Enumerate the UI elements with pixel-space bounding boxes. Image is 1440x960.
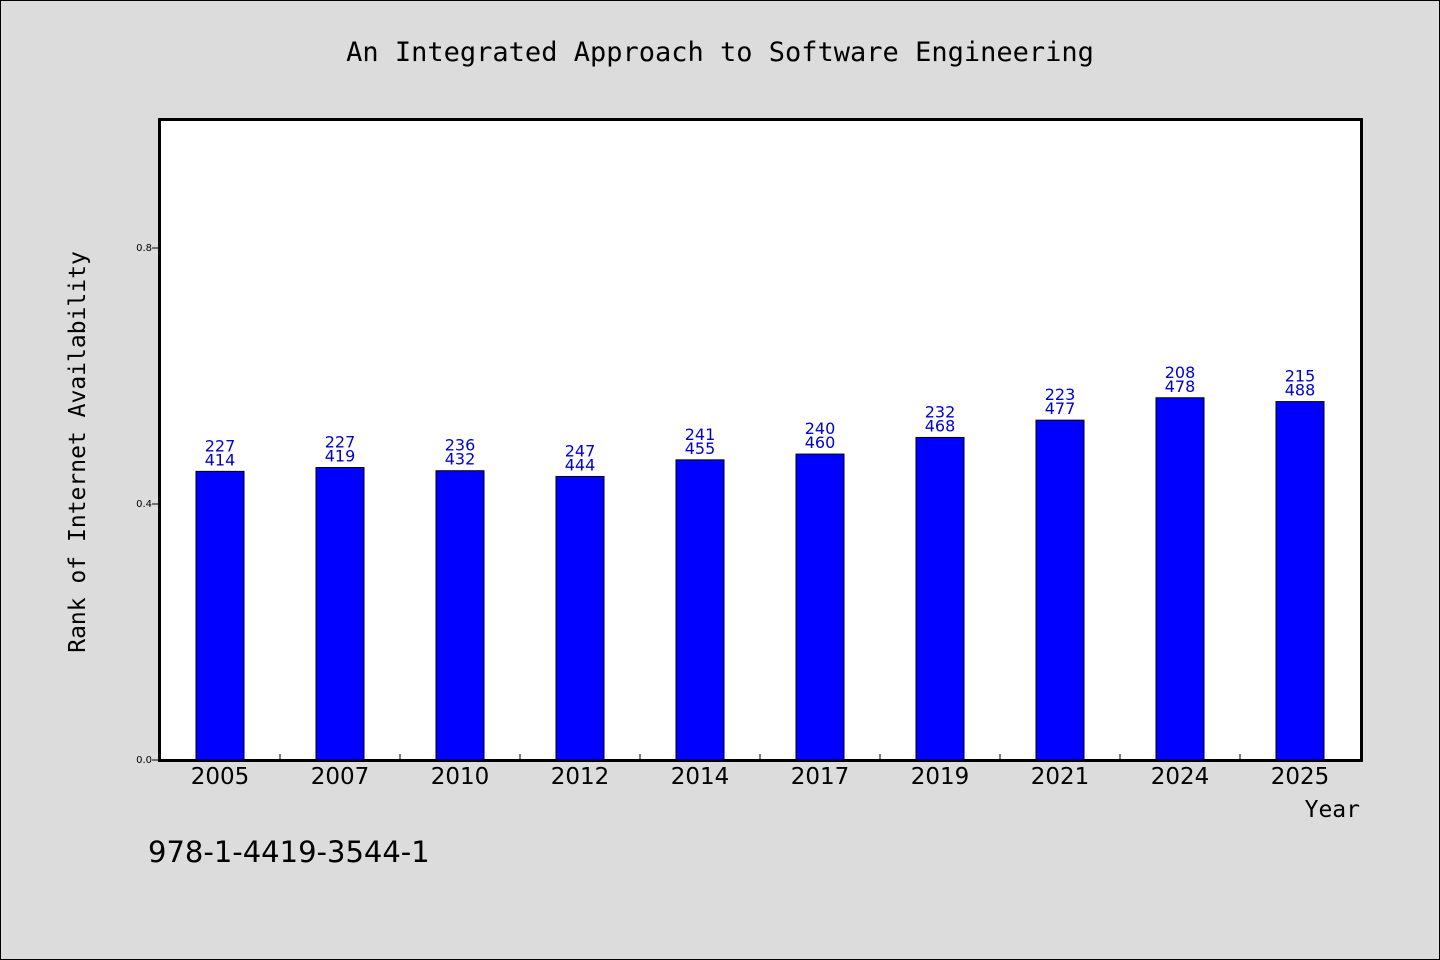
x-tick-label: 2012 xyxy=(551,764,610,790)
bar xyxy=(315,467,365,761)
bar-label-top: 240 xyxy=(805,419,836,438)
bar xyxy=(1155,397,1205,761)
bar xyxy=(915,436,965,761)
x-tick-label: 2005 xyxy=(191,764,250,790)
x-tick-label: 2014 xyxy=(671,764,730,790)
bar xyxy=(795,453,845,761)
bar-label-bottom: 419 xyxy=(325,447,356,466)
y-tick-label: 0.8 xyxy=(136,243,152,254)
bar-label-bottom: 468 xyxy=(925,416,956,435)
bar-label-top: 208 xyxy=(1165,363,1196,382)
bar-label-bottom: 478 xyxy=(1165,377,1196,396)
bar-label-top: 223 xyxy=(1045,385,1076,404)
x-axis-label: Year xyxy=(1305,797,1360,823)
x-axis: 2005 2007 2010 2012 2014 2017 2019 2021 2024 2025 xyxy=(191,754,1330,790)
bar-label-bottom: 477 xyxy=(1045,399,1076,418)
bar-label-bottom: 488 xyxy=(1285,381,1316,400)
bar-label-top: 236 xyxy=(445,436,476,455)
bar xyxy=(1035,419,1085,761)
bar-label-top: 215 xyxy=(1285,367,1316,386)
x-tick-label: 2025 xyxy=(1271,764,1330,790)
bar-label-top: 241 xyxy=(685,425,716,444)
bar xyxy=(435,470,485,761)
x-tick-label: 2024 xyxy=(1151,764,1210,790)
bar-label-top: 227 xyxy=(205,436,236,455)
x-tick-label: 2010 xyxy=(431,764,490,790)
x-tick-label: 2021 xyxy=(1031,764,1090,790)
bar xyxy=(1275,401,1325,761)
bar-label-bottom: 432 xyxy=(445,450,476,469)
bar-label-top: 232 xyxy=(925,402,956,421)
x-tick-label: 2017 xyxy=(791,764,850,790)
chart-title: An Integrated Approach to Software Engin… xyxy=(346,37,1094,68)
x-tick-label: 2019 xyxy=(911,764,970,790)
bar-label-bottom: 444 xyxy=(565,455,596,474)
bar xyxy=(675,459,725,761)
bar-label-top: 227 xyxy=(325,433,356,452)
bar xyxy=(195,470,245,761)
isbn-footnote: 978-1-4419-3544-1 xyxy=(148,835,430,869)
y-tick-label: 0.4 xyxy=(136,499,152,510)
x-tick-label: 2007 xyxy=(311,764,370,790)
bar-label-bottom: 414 xyxy=(205,450,236,469)
y-tick-label: 0.0 xyxy=(136,755,152,766)
bar xyxy=(555,475,605,761)
bar-label-bottom: 460 xyxy=(805,433,836,452)
y-axis: 0.0 0.4 0.8 xyxy=(136,243,160,766)
bar-label-bottom: 455 xyxy=(685,439,716,458)
bar-label-top: 247 xyxy=(565,441,596,460)
y-axis-label: Rank of Internet Availability xyxy=(65,251,91,653)
